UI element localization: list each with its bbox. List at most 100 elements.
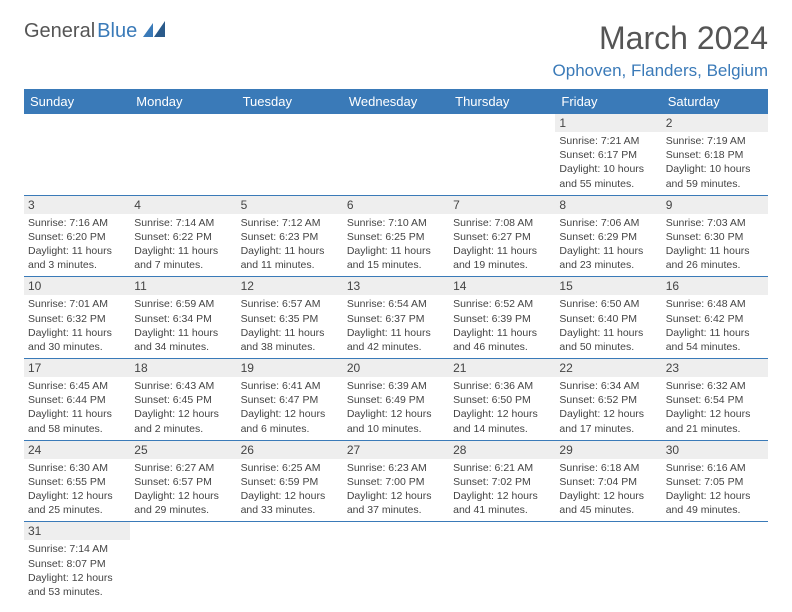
calendar-cell: 10Sunrise: 7:01 AMSunset: 6:32 PMDayligh… [24, 277, 130, 359]
day-number: 16 [662, 277, 768, 295]
day-details: Sunrise: 7:06 AMSunset: 6:29 PMDaylight:… [555, 214, 661, 277]
day-number: 13 [343, 277, 449, 295]
weekday-header-row: Sunday Monday Tuesday Wednesday Thursday… [24, 89, 768, 114]
weekday-header: Sunday [24, 89, 130, 114]
day-number: 18 [130, 359, 236, 377]
calendar-row: 1Sunrise: 7:21 AMSunset: 6:17 PMDaylight… [24, 114, 768, 195]
calendar-cell: 2Sunrise: 7:19 AMSunset: 6:18 PMDaylight… [662, 114, 768, 195]
day-details: Sunrise: 6:23 AMSunset: 7:00 PMDaylight:… [343, 459, 449, 522]
calendar-cell [237, 114, 343, 195]
day-details: Sunrise: 6:52 AMSunset: 6:39 PMDaylight:… [449, 295, 555, 358]
weekday-header: Monday [130, 89, 236, 114]
calendar-cell: 25Sunrise: 6:27 AMSunset: 6:57 PMDayligh… [130, 440, 236, 522]
month-title: March 2024 [553, 20, 768, 57]
calendar-cell: 28Sunrise: 6:21 AMSunset: 7:02 PMDayligh… [449, 440, 555, 522]
calendar-cell: 23Sunrise: 6:32 AMSunset: 6:54 PMDayligh… [662, 359, 768, 441]
logo: GeneralBlue [24, 20, 169, 43]
calendar-cell [130, 522, 236, 603]
location-text: Ophoven, Flanders, Belgium [553, 61, 768, 81]
calendar-cell: 24Sunrise: 6:30 AMSunset: 6:55 PMDayligh… [24, 440, 130, 522]
day-number: 4 [130, 196, 236, 214]
day-details: Sunrise: 6:27 AMSunset: 6:57 PMDaylight:… [130, 459, 236, 522]
calendar-cell: 6Sunrise: 7:10 AMSunset: 6:25 PMDaylight… [343, 195, 449, 277]
calendar-cell: 27Sunrise: 6:23 AMSunset: 7:00 PMDayligh… [343, 440, 449, 522]
day-details: Sunrise: 7:21 AMSunset: 6:17 PMDaylight:… [555, 132, 661, 195]
day-number: 30 [662, 441, 768, 459]
day-details: Sunrise: 6:18 AMSunset: 7:04 PMDaylight:… [555, 459, 661, 522]
weekday-header: Saturday [662, 89, 768, 114]
day-details: Sunrise: 7:19 AMSunset: 6:18 PMDaylight:… [662, 132, 768, 195]
logo-text-general: General [24, 20, 95, 43]
title-block: March 2024 Ophoven, Flanders, Belgium [553, 20, 768, 81]
day-number: 28 [449, 441, 555, 459]
calendar-cell: 30Sunrise: 6:16 AMSunset: 7:05 PMDayligh… [662, 440, 768, 522]
day-details: Sunrise: 7:12 AMSunset: 6:23 PMDaylight:… [237, 214, 343, 277]
calendar-cell: 22Sunrise: 6:34 AMSunset: 6:52 PMDayligh… [555, 359, 661, 441]
calendar-row: 24Sunrise: 6:30 AMSunset: 6:55 PMDayligh… [24, 440, 768, 522]
day-details: Sunrise: 6:30 AMSunset: 6:55 PMDaylight:… [24, 459, 130, 522]
calendar-cell: 20Sunrise: 6:39 AMSunset: 6:49 PMDayligh… [343, 359, 449, 441]
day-details: Sunrise: 6:39 AMSunset: 6:49 PMDaylight:… [343, 377, 449, 440]
calendar-cell [662, 522, 768, 603]
calendar-cell [130, 114, 236, 195]
calendar-cell: 14Sunrise: 6:52 AMSunset: 6:39 PMDayligh… [449, 277, 555, 359]
day-number: 12 [237, 277, 343, 295]
calendar-row: 17Sunrise: 6:45 AMSunset: 6:44 PMDayligh… [24, 359, 768, 441]
day-number: 8 [555, 196, 661, 214]
day-number: 11 [130, 277, 236, 295]
day-number: 19 [237, 359, 343, 377]
day-number: 26 [237, 441, 343, 459]
day-details: Sunrise: 6:36 AMSunset: 6:50 PMDaylight:… [449, 377, 555, 440]
day-number: 5 [237, 196, 343, 214]
day-number: 15 [555, 277, 661, 295]
calendar-cell: 26Sunrise: 6:25 AMSunset: 6:59 PMDayligh… [237, 440, 343, 522]
day-details: Sunrise: 6:34 AMSunset: 6:52 PMDaylight:… [555, 377, 661, 440]
calendar-cell [24, 114, 130, 195]
calendar-cell [343, 114, 449, 195]
calendar-table: Sunday Monday Tuesday Wednesday Thursday… [24, 89, 768, 603]
weekday-header: Tuesday [237, 89, 343, 114]
day-details: Sunrise: 7:03 AMSunset: 6:30 PMDaylight:… [662, 214, 768, 277]
day-details: Sunrise: 6:25 AMSunset: 6:59 PMDaylight:… [237, 459, 343, 522]
day-details: Sunrise: 6:16 AMSunset: 7:05 PMDaylight:… [662, 459, 768, 522]
day-details: Sunrise: 6:32 AMSunset: 6:54 PMDaylight:… [662, 377, 768, 440]
day-number: 14 [449, 277, 555, 295]
calendar-cell: 21Sunrise: 6:36 AMSunset: 6:50 PMDayligh… [449, 359, 555, 441]
day-number: 7 [449, 196, 555, 214]
day-number: 2 [662, 114, 768, 132]
day-number: 3 [24, 196, 130, 214]
day-details: Sunrise: 6:50 AMSunset: 6:40 PMDaylight:… [555, 295, 661, 358]
day-details: Sunrise: 6:41 AMSunset: 6:47 PMDaylight:… [237, 377, 343, 440]
calendar-row: 10Sunrise: 7:01 AMSunset: 6:32 PMDayligh… [24, 277, 768, 359]
calendar-cell: 12Sunrise: 6:57 AMSunset: 6:35 PMDayligh… [237, 277, 343, 359]
calendar-cell: 19Sunrise: 6:41 AMSunset: 6:47 PMDayligh… [237, 359, 343, 441]
calendar-cell: 16Sunrise: 6:48 AMSunset: 6:42 PMDayligh… [662, 277, 768, 359]
day-details: Sunrise: 6:57 AMSunset: 6:35 PMDaylight:… [237, 295, 343, 358]
calendar-cell: 13Sunrise: 6:54 AMSunset: 6:37 PMDayligh… [343, 277, 449, 359]
calendar-cell: 11Sunrise: 6:59 AMSunset: 6:34 PMDayligh… [130, 277, 236, 359]
day-number: 25 [130, 441, 236, 459]
day-number: 6 [343, 196, 449, 214]
day-details: Sunrise: 6:59 AMSunset: 6:34 PMDaylight:… [130, 295, 236, 358]
calendar-body: 1Sunrise: 7:21 AMSunset: 6:17 PMDaylight… [24, 114, 768, 603]
day-number: 24 [24, 441, 130, 459]
day-details: Sunrise: 6:54 AMSunset: 6:37 PMDaylight:… [343, 295, 449, 358]
calendar-cell [555, 522, 661, 603]
day-details: Sunrise: 6:21 AMSunset: 7:02 PMDaylight:… [449, 459, 555, 522]
day-number: 31 [24, 522, 130, 540]
weekday-header: Wednesday [343, 89, 449, 114]
calendar-cell: 3Sunrise: 7:16 AMSunset: 6:20 PMDaylight… [24, 195, 130, 277]
calendar-cell [343, 522, 449, 603]
header: GeneralBlue March 2024 Ophoven, Flanders… [24, 20, 768, 81]
calendar-cell [449, 114, 555, 195]
day-number: 20 [343, 359, 449, 377]
day-details: Sunrise: 6:45 AMSunset: 6:44 PMDaylight:… [24, 377, 130, 440]
calendar-cell: 1Sunrise: 7:21 AMSunset: 6:17 PMDaylight… [555, 114, 661, 195]
day-number: 10 [24, 277, 130, 295]
day-details: Sunrise: 7:01 AMSunset: 6:32 PMDaylight:… [24, 295, 130, 358]
day-details: Sunrise: 6:43 AMSunset: 6:45 PMDaylight:… [130, 377, 236, 440]
logo-text-blue: Blue [97, 20, 137, 43]
calendar-cell: 17Sunrise: 6:45 AMSunset: 6:44 PMDayligh… [24, 359, 130, 441]
day-details: Sunrise: 7:14 AMSunset: 8:07 PMDaylight:… [24, 540, 130, 603]
calendar-cell [449, 522, 555, 603]
